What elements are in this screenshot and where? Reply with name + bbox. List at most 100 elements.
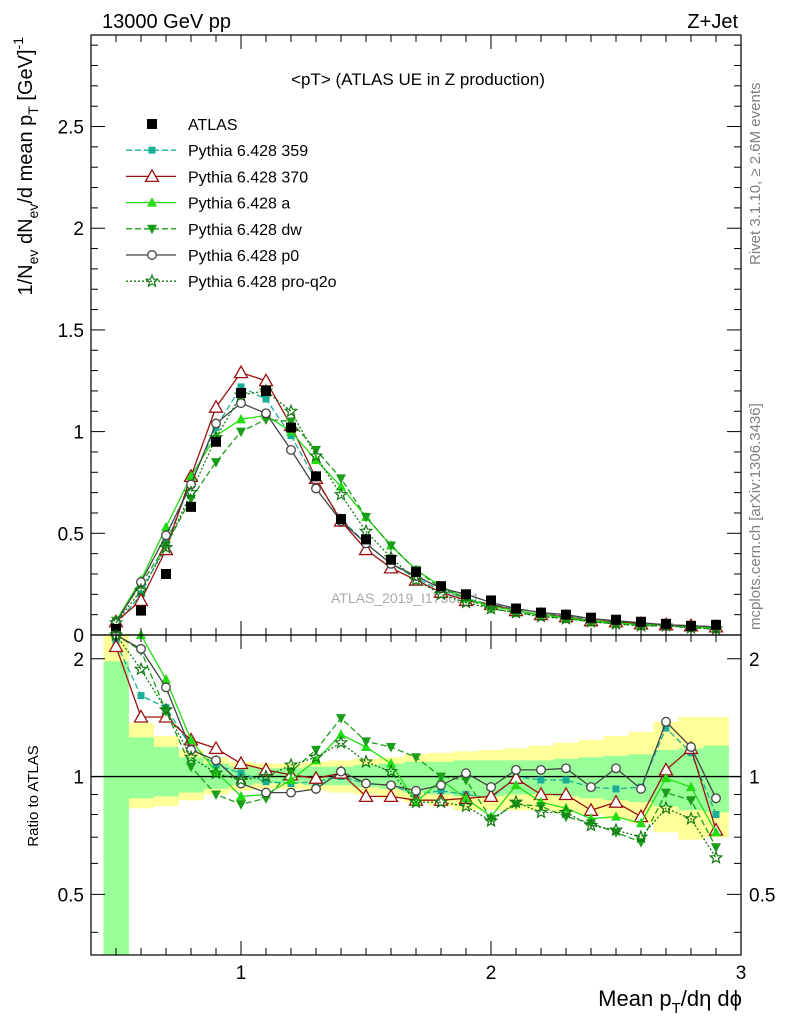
header-right-label: Z+Jet <box>687 11 738 33</box>
ratio-point-pp0 <box>536 764 546 775</box>
legend-label-data: ATLAS <box>188 117 238 134</box>
legend-label-pp0: Pythia 6.428 p0 <box>188 248 299 265</box>
uncertainty-band-green <box>603 755 629 801</box>
data-point-data <box>211 436 221 447</box>
ratio-point-pq2o <box>608 822 624 837</box>
ratio-point-pdw <box>186 762 196 773</box>
data-point-pq2o <box>283 403 299 418</box>
ratio-y-tick-label-right: 0.5 <box>749 885 775 906</box>
ratio-point-pq2o <box>333 735 349 749</box>
y-tick-label: 1 <box>73 423 84 444</box>
ratio-line-pq2o <box>115 634 717 859</box>
ratio-point-pp0 <box>686 742 696 752</box>
ratio-point-pdw <box>686 796 696 806</box>
ratio-y-tick-label: 2 <box>73 650 84 671</box>
data-point-p359 <box>237 383 245 391</box>
ratio-point-pq2o <box>508 794 524 809</box>
ratio-point-p359 <box>537 776 545 784</box>
data-point-pdw <box>336 474 346 484</box>
ratio-point-p359 <box>262 778 270 786</box>
data-point-data <box>486 595 496 606</box>
y-tick-label: 2.5 <box>58 118 84 139</box>
ratio-point-p370 <box>233 755 249 770</box>
data-point-data <box>636 616 646 627</box>
ratio-point-pp0 <box>436 780 446 791</box>
axes: 1 2 3 0 0.5 1 1.5 2 2.5 0.5 0.5 1 1 2 2 <box>58 34 775 984</box>
ratio-point-pp0 <box>211 755 221 766</box>
ratio-point-pp0 <box>386 780 396 791</box>
data-point-data <box>561 609 571 620</box>
ratio-point-pp0 <box>161 682 171 693</box>
series-line-p370 <box>115 371 717 628</box>
header-left-label: 13000 GeV pp <box>102 11 231 33</box>
data-point-data <box>236 387 246 398</box>
ratio-point-pp0 <box>136 643 146 654</box>
ratio-point-pq2o <box>158 702 174 717</box>
ratio-point-pdw <box>336 714 346 724</box>
chart-title: <pT> (ATLAS UE in Z production) <box>291 70 545 89</box>
ratio-point-pdw <box>211 790 221 800</box>
data-point-pq2o <box>358 523 374 538</box>
ratio-point-pq2o <box>533 804 549 819</box>
ratio-point-pq2o <box>258 768 274 783</box>
x-axis-title: Mean pT/dη dϕ <box>598 986 742 1017</box>
data-point-p359 <box>262 395 270 403</box>
data-point-pq2o <box>158 539 174 554</box>
ratio-point-pdw <box>411 753 421 763</box>
legend: ATLAS Pythia 6.428 359 Pythia 6.428 370 Pyt… <box>126 117 337 291</box>
ratio-y-tick-label-right: 1 <box>749 768 760 789</box>
ratio-point-pa <box>661 772 671 783</box>
uncertainty-band-green <box>153 747 179 797</box>
ratio-point-pq2o <box>308 749 324 764</box>
data-point-data <box>586 612 596 623</box>
uncertainty-band-green <box>128 737 154 799</box>
ratio-point-p359 <box>137 692 145 700</box>
data-point-pdw <box>211 458 221 468</box>
ratio-point-pq2o <box>183 749 199 764</box>
data-point-data <box>286 422 296 433</box>
ratio-point-p370 <box>558 786 574 801</box>
ratio-point-pq2o <box>483 813 499 828</box>
rivet-label: Rivet 3.1.10, ≥ 2.6M events <box>747 83 764 266</box>
ratio-point-p359 <box>712 810 720 818</box>
legend-label-pa: Pythia 6.428 a <box>188 196 290 213</box>
ratio-y-tick-label: 0.5 <box>58 885 84 906</box>
y-axis-title: 1/Nev dNev/d mean pT [GeV]-1 <box>10 37 41 296</box>
y-tick-label: 0.5 <box>58 524 84 545</box>
data-point-pp0 <box>311 483 321 494</box>
legend-label-p370: Pythia 6.428 370 <box>188 169 308 186</box>
ratio-point-pq2o <box>208 765 224 780</box>
ratio-point-pdw <box>661 788 671 799</box>
data-point-data <box>136 605 146 616</box>
ratio-point-pq2o <box>633 829 649 844</box>
data-point-data <box>186 501 196 512</box>
ratio-point-pp0 <box>711 793 721 804</box>
ratio-point-pa <box>511 779 521 790</box>
ratio-point-p370 <box>108 638 124 653</box>
legend-label-p359: Pythia 6.428 359 <box>188 143 308 160</box>
ratio-point-pp0 <box>411 785 421 796</box>
ratio-point-pa <box>711 826 721 837</box>
data-point-data <box>536 607 546 618</box>
ratio-point-p370 <box>133 709 149 723</box>
data-point-p370 <box>133 592 149 607</box>
ratio-point-p370 <box>608 794 624 808</box>
ratio-point-pq2o <box>383 763 399 778</box>
data-point-pq2o <box>133 582 149 597</box>
data-point-pp0 <box>161 530 171 541</box>
ratio-point-pp0 <box>286 787 296 798</box>
ratio-point-pq2o <box>708 850 724 865</box>
ratio-point-pa <box>686 781 696 792</box>
x-tick-label: 1 <box>236 963 247 984</box>
data-point-data <box>336 514 346 525</box>
uncertainty-band-green <box>103 661 129 955</box>
y-tick-label: 0 <box>73 626 84 647</box>
ratio-point-pq2o <box>408 794 424 809</box>
ratio-point-pp0 <box>586 782 596 793</box>
data-point-p370 <box>233 364 249 379</box>
ratio-point-p370 <box>483 788 499 803</box>
legend-label-pdw: Pythia 6.428 dw <box>188 222 302 239</box>
ratio-point-pdw <box>486 814 496 825</box>
ratio-point-pdw <box>586 819 596 829</box>
